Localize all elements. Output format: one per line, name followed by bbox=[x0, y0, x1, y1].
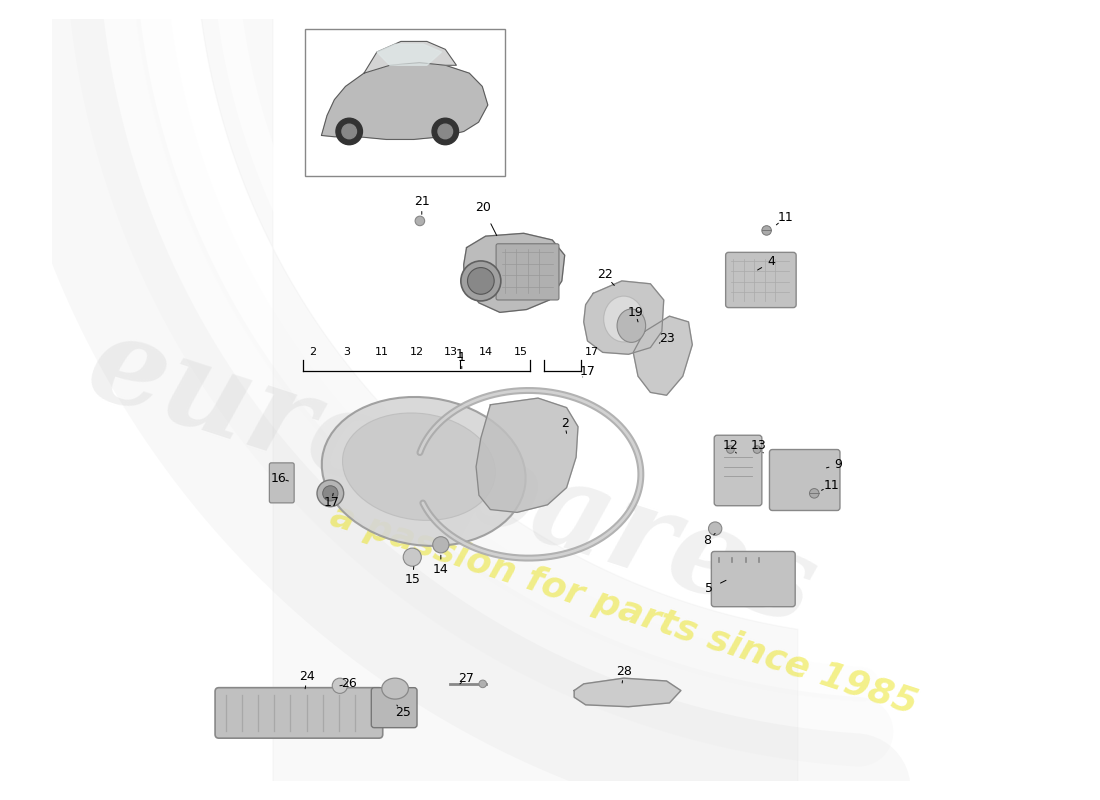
Bar bbox=[305, 29, 505, 176]
Text: 9: 9 bbox=[834, 458, 842, 471]
Text: 27: 27 bbox=[459, 672, 474, 685]
Text: 13: 13 bbox=[444, 347, 459, 358]
Ellipse shape bbox=[617, 309, 646, 342]
Ellipse shape bbox=[461, 261, 500, 301]
Ellipse shape bbox=[317, 480, 343, 506]
Circle shape bbox=[810, 489, 820, 498]
FancyBboxPatch shape bbox=[714, 435, 762, 506]
FancyBboxPatch shape bbox=[726, 252, 796, 308]
Polygon shape bbox=[464, 234, 564, 312]
Polygon shape bbox=[584, 281, 663, 354]
Ellipse shape bbox=[322, 486, 338, 501]
Text: 26: 26 bbox=[341, 678, 358, 690]
Text: eurospares: eurospares bbox=[74, 303, 830, 650]
FancyBboxPatch shape bbox=[270, 463, 294, 503]
Ellipse shape bbox=[342, 413, 495, 520]
Text: 28: 28 bbox=[616, 665, 631, 678]
FancyBboxPatch shape bbox=[770, 450, 840, 510]
Text: 1: 1 bbox=[455, 348, 464, 361]
Text: 15: 15 bbox=[405, 573, 420, 586]
Polygon shape bbox=[321, 62, 487, 139]
Text: 17: 17 bbox=[585, 347, 600, 358]
Polygon shape bbox=[377, 44, 441, 66]
Ellipse shape bbox=[468, 267, 494, 294]
Text: 5: 5 bbox=[705, 582, 714, 595]
Text: 23: 23 bbox=[659, 331, 674, 345]
Polygon shape bbox=[364, 42, 456, 73]
Polygon shape bbox=[634, 316, 692, 395]
Circle shape bbox=[754, 446, 761, 454]
Text: 2: 2 bbox=[309, 347, 316, 358]
Text: 11: 11 bbox=[824, 479, 839, 492]
Text: 8: 8 bbox=[704, 534, 712, 547]
Circle shape bbox=[332, 678, 348, 694]
Text: 14: 14 bbox=[478, 347, 493, 358]
Text: 2: 2 bbox=[561, 418, 569, 430]
Text: 22: 22 bbox=[597, 268, 613, 281]
Text: 25: 25 bbox=[395, 706, 410, 719]
Text: 24: 24 bbox=[299, 670, 316, 682]
Text: 17: 17 bbox=[580, 365, 595, 378]
Circle shape bbox=[708, 522, 722, 535]
Ellipse shape bbox=[382, 678, 408, 699]
Text: a passion for parts since 1985: a passion for parts since 1985 bbox=[326, 498, 922, 721]
Text: 20: 20 bbox=[475, 201, 491, 214]
Circle shape bbox=[415, 216, 425, 226]
FancyBboxPatch shape bbox=[216, 688, 383, 738]
Text: 3: 3 bbox=[343, 347, 351, 358]
Text: 4: 4 bbox=[768, 255, 776, 268]
Polygon shape bbox=[574, 678, 681, 706]
Text: 15: 15 bbox=[514, 347, 528, 358]
Ellipse shape bbox=[432, 537, 449, 553]
Circle shape bbox=[727, 446, 734, 454]
Circle shape bbox=[762, 226, 771, 235]
Text: 17: 17 bbox=[323, 496, 339, 510]
Circle shape bbox=[438, 124, 452, 138]
Circle shape bbox=[478, 680, 486, 688]
Text: 11: 11 bbox=[778, 210, 793, 224]
Text: 12: 12 bbox=[409, 347, 424, 358]
Text: 12: 12 bbox=[723, 439, 738, 452]
Ellipse shape bbox=[404, 548, 421, 566]
Polygon shape bbox=[476, 398, 578, 513]
Circle shape bbox=[336, 118, 362, 145]
FancyBboxPatch shape bbox=[712, 551, 795, 606]
Text: 19: 19 bbox=[627, 306, 644, 319]
Text: 11: 11 bbox=[375, 347, 388, 358]
Text: 1: 1 bbox=[458, 350, 465, 364]
FancyBboxPatch shape bbox=[496, 244, 559, 300]
Ellipse shape bbox=[604, 296, 644, 342]
FancyBboxPatch shape bbox=[372, 688, 417, 728]
Text: 21: 21 bbox=[414, 195, 430, 208]
Text: 14: 14 bbox=[433, 563, 449, 576]
Text: 13: 13 bbox=[751, 439, 767, 452]
Circle shape bbox=[432, 118, 459, 145]
Ellipse shape bbox=[322, 397, 526, 546]
Text: 16: 16 bbox=[271, 472, 287, 485]
Circle shape bbox=[342, 124, 356, 138]
